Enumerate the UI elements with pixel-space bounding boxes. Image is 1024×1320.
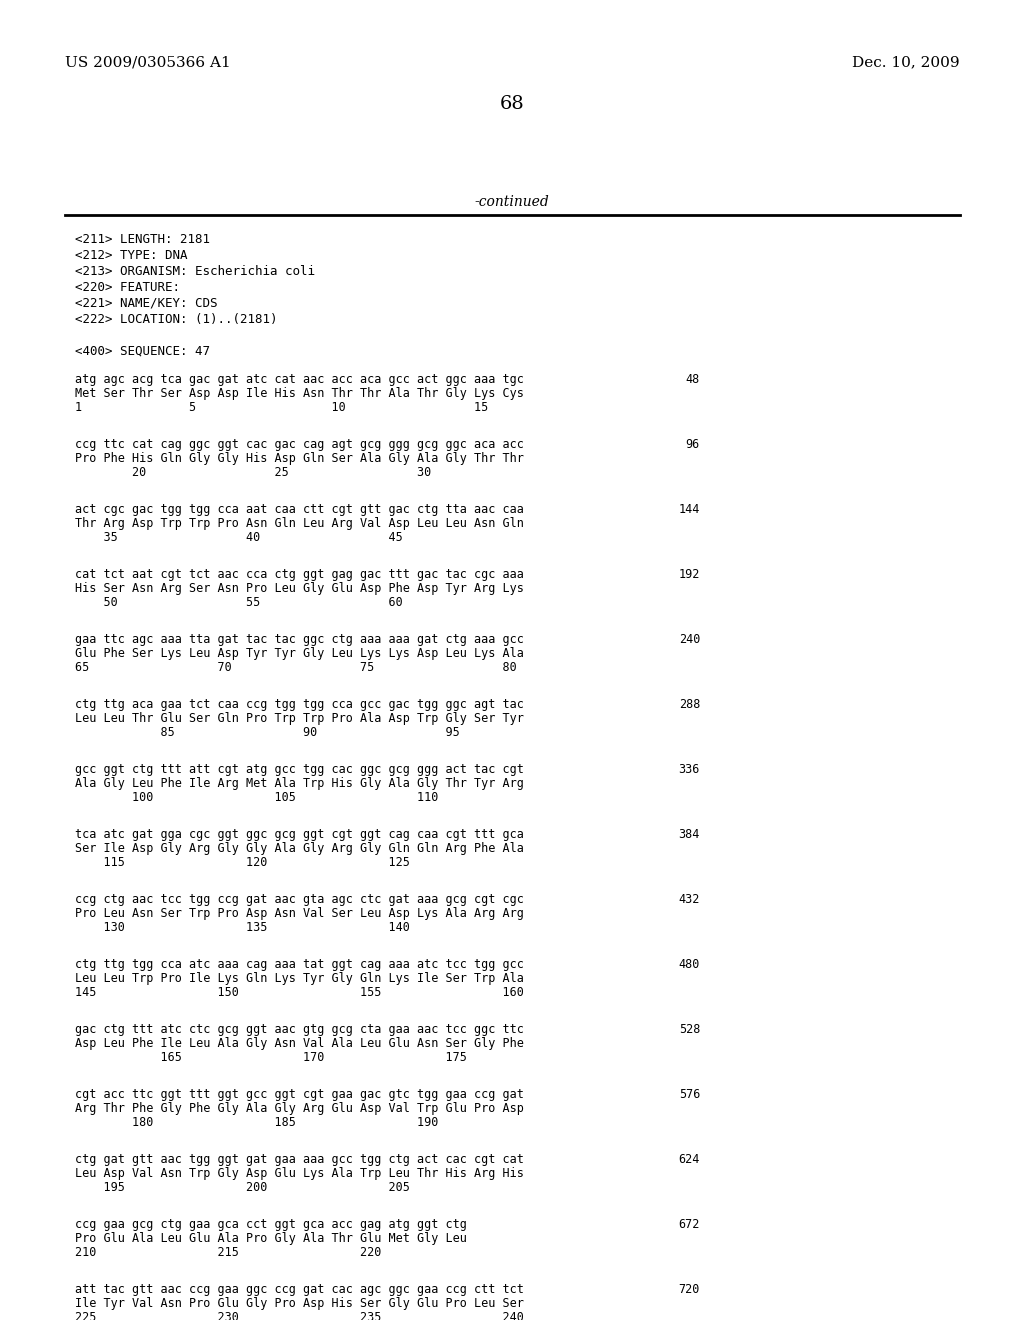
Text: cat tct aat cgt tct aac cca ctg ggt gag gac ttt gac tac cgc aaa: cat tct aat cgt tct aac cca ctg ggt gag …: [75, 568, 524, 581]
Text: 96: 96: [686, 438, 700, 451]
Text: ctg ttg tgg cca atc aaa cag aaa tat ggt cag aaa atc tcc tgg gcc: ctg ttg tgg cca atc aaa cag aaa tat ggt …: [75, 958, 524, 972]
Text: 225                 230                 235                 240: 225 230 235 240: [75, 1311, 524, 1320]
Text: 720: 720: [679, 1283, 700, 1296]
Text: 432: 432: [679, 894, 700, 906]
Text: <212> TYPE: DNA: <212> TYPE: DNA: [75, 249, 187, 261]
Text: att tac gtt aac ccg gaa ggc ccg gat cac agc ggc gaa ccg ctt tct: att tac gtt aac ccg gaa ggc ccg gat cac …: [75, 1283, 524, 1296]
Text: ccg ctg aac tcc tgg ccg gat aac gta agc ctc gat aaa gcg cgt cgc: ccg ctg aac tcc tgg ccg gat aac gta agc …: [75, 894, 524, 906]
Text: gcc ggt ctg ttt att cgt atg gcc tgg cac ggc gcg ggg act tac cgt: gcc ggt ctg ttt att cgt atg gcc tgg cac …: [75, 763, 524, 776]
Text: tca atc gat gga cgc ggt ggc gcg ggt cgt ggt cag caa cgt ttt gca: tca atc gat gga cgc ggt ggc gcg ggt cgt …: [75, 828, 524, 841]
Text: 1               5                   10                  15: 1 5 10 15: [75, 401, 488, 414]
Text: 180                 185                 190: 180 185 190: [75, 1115, 438, 1129]
Text: 624: 624: [679, 1152, 700, 1166]
Text: Glu Phe Ser Lys Leu Asp Tyr Tyr Gly Leu Lys Lys Asp Leu Lys Ala: Glu Phe Ser Lys Leu Asp Tyr Tyr Gly Leu …: [75, 647, 524, 660]
Text: Pro Glu Ala Leu Glu Ala Pro Gly Ala Thr Glu Met Gly Leu: Pro Glu Ala Leu Glu Ala Pro Gly Ala Thr …: [75, 1232, 467, 1245]
Text: cgt acc ttc ggt ttt ggt gcc ggt cgt gaa gac gtc tgg gaa ccg gat: cgt acc ttc ggt ttt ggt gcc ggt cgt gaa …: [75, 1088, 524, 1101]
Text: Arg Thr Phe Gly Phe Gly Ala Gly Arg Glu Asp Val Trp Glu Pro Asp: Arg Thr Phe Gly Phe Gly Ala Gly Arg Glu …: [75, 1102, 524, 1115]
Text: 68: 68: [500, 95, 524, 114]
Text: 144: 144: [679, 503, 700, 516]
Text: <222> LOCATION: (1)..(2181): <222> LOCATION: (1)..(2181): [75, 313, 278, 326]
Text: 50                  55                  60: 50 55 60: [75, 597, 402, 609]
Text: 240: 240: [679, 634, 700, 645]
Text: <220> FEATURE:: <220> FEATURE:: [75, 281, 180, 294]
Text: Met Ser Thr Ser Asp Asp Ile His Asn Thr Thr Ala Thr Gly Lys Cys: Met Ser Thr Ser Asp Asp Ile His Asn Thr …: [75, 387, 524, 400]
Text: 48: 48: [686, 374, 700, 385]
Text: 384: 384: [679, 828, 700, 841]
Text: ccg gaa gcg ctg gaa gca cct ggt gca acc gag atg ggt ctg: ccg gaa gcg ctg gaa gca cct ggt gca acc …: [75, 1218, 467, 1232]
Text: Asp Leu Phe Ile Leu Ala Gly Asn Val Ala Leu Glu Asn Ser Gly Phe: Asp Leu Phe Ile Leu Ala Gly Asn Val Ala …: [75, 1038, 524, 1049]
Text: -continued: -continued: [475, 195, 549, 209]
Text: 576: 576: [679, 1088, 700, 1101]
Text: 20                  25                  30: 20 25 30: [75, 466, 431, 479]
Text: 65                  70                  75                  80: 65 70 75 80: [75, 661, 517, 675]
Text: Pro Phe His Gln Gly Gly His Asp Gln Ser Ala Gly Ala Gly Thr Thr: Pro Phe His Gln Gly Gly His Asp Gln Ser …: [75, 451, 524, 465]
Text: 165                 170                 175: 165 170 175: [75, 1051, 467, 1064]
Text: 480: 480: [679, 958, 700, 972]
Text: 210                 215                 220: 210 215 220: [75, 1246, 381, 1259]
Text: 100                 105                 110: 100 105 110: [75, 791, 438, 804]
Text: 145                 150                 155                 160: 145 150 155 160: [75, 986, 524, 999]
Text: 130                 135                 140: 130 135 140: [75, 921, 410, 935]
Text: Dec. 10, 2009: Dec. 10, 2009: [852, 55, 961, 69]
Text: <211> LENGTH: 2181: <211> LENGTH: 2181: [75, 234, 210, 246]
Text: <213> ORGANISM: Escherichia coli: <213> ORGANISM: Escherichia coli: [75, 265, 315, 279]
Text: Leu Leu Trp Pro Ile Lys Gln Lys Tyr Gly Gln Lys Ile Ser Trp Ala: Leu Leu Trp Pro Ile Lys Gln Lys Tyr Gly …: [75, 972, 524, 985]
Text: 85                  90                  95: 85 90 95: [75, 726, 460, 739]
Text: 195                 200                 205: 195 200 205: [75, 1181, 410, 1195]
Text: <400> SEQUENCE: 47: <400> SEQUENCE: 47: [75, 345, 210, 358]
Text: Leu Leu Thr Glu Ser Gln Pro Trp Trp Pro Ala Asp Trp Gly Ser Tyr: Leu Leu Thr Glu Ser Gln Pro Trp Trp Pro …: [75, 711, 524, 725]
Text: 672: 672: [679, 1218, 700, 1232]
Text: 288: 288: [679, 698, 700, 711]
Text: gaa ttc agc aaa tta gat tac tac ggc ctg aaa aaa gat ctg aaa gcc: gaa ttc agc aaa tta gat tac tac ggc ctg …: [75, 634, 524, 645]
Text: act cgc gac tgg tgg cca aat caa ctt cgt gtt gac ctg tta aac caa: act cgc gac tgg tgg cca aat caa ctt cgt …: [75, 503, 524, 516]
Text: US 2009/0305366 A1: US 2009/0305366 A1: [65, 55, 230, 69]
Text: 35                  40                  45: 35 40 45: [75, 531, 402, 544]
Text: Thr Arg Asp Trp Trp Pro Asn Gln Leu Arg Val Asp Leu Leu Asn Gln: Thr Arg Asp Trp Trp Pro Asn Gln Leu Arg …: [75, 517, 524, 531]
Text: <221> NAME/KEY: CDS: <221> NAME/KEY: CDS: [75, 297, 217, 310]
Text: Leu Asp Val Asn Trp Gly Asp Glu Lys Ala Trp Leu Thr His Arg His: Leu Asp Val Asn Trp Gly Asp Glu Lys Ala …: [75, 1167, 524, 1180]
Text: Ile Tyr Val Asn Pro Glu Gly Pro Asp His Ser Gly Glu Pro Leu Ser: Ile Tyr Val Asn Pro Glu Gly Pro Asp His …: [75, 1298, 524, 1309]
Text: 336: 336: [679, 763, 700, 776]
Text: Ala Gly Leu Phe Ile Arg Met Ala Trp His Gly Ala Gly Thr Tyr Arg: Ala Gly Leu Phe Ile Arg Met Ala Trp His …: [75, 777, 524, 789]
Text: Ser Ile Asp Gly Arg Gly Gly Ala Gly Arg Gly Gln Gln Arg Phe Ala: Ser Ile Asp Gly Arg Gly Gly Ala Gly Arg …: [75, 842, 524, 855]
Text: His Ser Asn Arg Ser Asn Pro Leu Gly Glu Asp Phe Asp Tyr Arg Lys: His Ser Asn Arg Ser Asn Pro Leu Gly Glu …: [75, 582, 524, 595]
Text: 192: 192: [679, 568, 700, 581]
Text: ccg ttc cat cag ggc ggt cac gac cag agt gcg ggg gcg ggc aca acc: ccg ttc cat cag ggc ggt cac gac cag agt …: [75, 438, 524, 451]
Text: 528: 528: [679, 1023, 700, 1036]
Text: atg agc acg tca gac gat atc cat aac acc aca gcc act ggc aaa tgc: atg agc acg tca gac gat atc cat aac acc …: [75, 374, 524, 385]
Text: ctg gat gtt aac tgg ggt gat gaa aaa gcc tgg ctg act cac cgt cat: ctg gat gtt aac tgg ggt gat gaa aaa gcc …: [75, 1152, 524, 1166]
Text: 115                 120                 125: 115 120 125: [75, 855, 410, 869]
Text: ctg ttg aca gaa tct caa ccg tgg tgg cca gcc gac tgg ggc agt tac: ctg ttg aca gaa tct caa ccg tgg tgg cca …: [75, 698, 524, 711]
Text: gac ctg ttt atc ctc gcg ggt aac gtg gcg cta gaa aac tcc ggc ttc: gac ctg ttt atc ctc gcg ggt aac gtg gcg …: [75, 1023, 524, 1036]
Text: Pro Leu Asn Ser Trp Pro Asp Asn Val Ser Leu Asp Lys Ala Arg Arg: Pro Leu Asn Ser Trp Pro Asp Asn Val Ser …: [75, 907, 524, 920]
